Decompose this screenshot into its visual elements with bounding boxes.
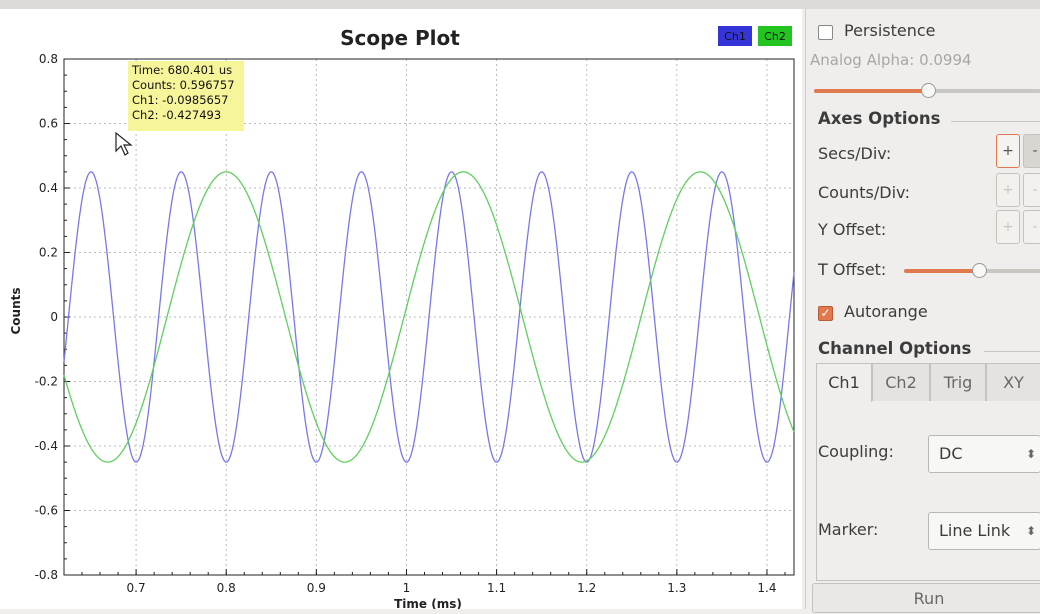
y-offset-plus-button[interactable]: + (996, 210, 1020, 244)
tooltip-time: Time: 680.401 us (132, 63, 233, 77)
legend-label-ch2: Ch2 (764, 30, 786, 43)
y-tick-label: 0.8 (39, 52, 58, 66)
x-tick-label: 1.4 (757, 581, 776, 595)
mouse-pointer-icon (115, 131, 133, 156)
scope-plot-area[interactable]: 0.7 0.8 0.9 1 1.1 1.2 1.3 1.4 0.8 0.6 0.4 0.2 0 -0.2 -… (0, 9, 802, 609)
minus-icon: - (1032, 219, 1038, 235)
tab-ch2[interactable]: Ch2 (872, 363, 930, 401)
plot-tooltip: Time: 680.401 us Counts: 0.596757 Ch1: -… (128, 61, 244, 131)
y-tick-label: 0.2 (39, 246, 58, 260)
channel-options-divider (984, 351, 1040, 352)
y-tick-label: -0.4 (35, 439, 58, 453)
minus-icon: - (1032, 143, 1038, 159)
x-tick-label: 1.1 (487, 581, 506, 595)
x-axis-label: Time (ms) (394, 597, 462, 609)
y-offset-label: Y Offset: (818, 220, 887, 239)
persistence-checkbox[interactable] (818, 25, 833, 40)
tab-xy[interactable]: XY (986, 363, 1040, 401)
plus-icon: + (1002, 219, 1014, 235)
plot-series (63, 171, 795, 463)
spin-arrows-icon: ⬍ (1025, 513, 1036, 549)
plot-title: Scope Plot (340, 26, 460, 50)
legend-swatch-ch2 (758, 26, 792, 46)
y-axis-label: Counts (9, 287, 23, 334)
x-tick-label: 1 (403, 581, 411, 595)
x-tick-label: 1.2 (577, 581, 596, 595)
y-tick-label: 0.6 (39, 117, 58, 131)
y-tick-label: -0.2 (35, 375, 58, 389)
tab-trig[interactable]: Trig (930, 363, 986, 401)
plus-icon: + (1002, 143, 1014, 159)
y-tick-label: -0.8 (35, 568, 58, 582)
analog-alpha-slider-fill (814, 89, 928, 93)
plus-icon: + (1002, 182, 1014, 198)
tooltip-ch2: Ch2: -0.427493 (132, 108, 222, 122)
control-panel: Persistence Analog Alpha: 0.0994 Axes Op… (805, 9, 1040, 613)
secs-div-plus-button[interactable]: + (996, 134, 1020, 168)
axis-ticks: 0.7 0.8 0.9 1 1.1 1.2 1.3 1.4 0.8 0.6 0.4 0.2 0 -0.2 -… (35, 52, 786, 595)
minus-icon: - (1032, 182, 1038, 198)
x-tick-label: 0.8 (217, 581, 236, 595)
scope-plot-svg[interactable]: 0.7 0.8 0.9 1 1.1 1.2 1.3 1.4 0.8 0.6 0.4 0.2 0 -0.2 -… (0, 9, 802, 609)
y-tick-label: -0.6 (35, 504, 58, 518)
legend-swatch-ch1 (718, 26, 752, 46)
x-tick-label: 0.7 (127, 581, 146, 595)
counts-div-label: Counts/Div: (818, 183, 910, 202)
tab-ch1[interactable]: Ch1 (816, 363, 872, 402)
t-offset-slider-fill (904, 269, 980, 273)
series-line-ch1 (63, 171, 795, 463)
window-top-strip (0, 0, 1040, 9)
marker-select[interactable]: Line Link ⬍ (928, 512, 1040, 550)
y-offset-minus-button[interactable]: - (1023, 210, 1040, 244)
tooltip-counts: Counts: 0.596757 (132, 78, 235, 92)
channel-options-heading: Channel Options (818, 339, 972, 358)
tooltip-ch1: Ch1: -0.0985657 (132, 93, 229, 107)
x-tick-label: 1.3 (667, 581, 686, 595)
legend-label-ch1: Ch1 (724, 30, 746, 43)
counts-div-plus-button[interactable]: + (996, 173, 1020, 207)
autorange-checkbox[interactable]: ✓ (818, 306, 833, 321)
counts-div-minus-button[interactable]: - (1023, 173, 1040, 207)
axes-options-heading: Axes Options (818, 109, 941, 128)
marker-select-value: Line Link (939, 521, 1011, 540)
coupling-select-value: DC (939, 444, 963, 463)
analog-alpha-slider-handle[interactable] (920, 83, 936, 98)
persistence-label: Persistence (844, 21, 936, 40)
secs-div-minus-button[interactable]: - (1023, 134, 1040, 168)
coupling-label: Coupling: (818, 442, 894, 461)
y-tick-label: 0.4 (39, 181, 58, 195)
analog-alpha-label: Analog Alpha: 0.0994 (810, 51, 972, 69)
marker-label: Marker: (818, 520, 879, 539)
channel-options-tab-panel (816, 399, 1040, 581)
spin-arrows-icon: ⬍ (1025, 447, 1036, 461)
t-offset-slider-handle[interactable] (972, 263, 988, 278)
t-offset-label: T Offset: (818, 260, 887, 279)
y-tick-label: 0 (50, 310, 58, 324)
autorange-label: Autorange (844, 302, 928, 321)
axes-options-divider (951, 121, 1040, 122)
checkmark-icon: ✓ (820, 306, 831, 320)
secs-div-label: Secs/Div: (818, 144, 892, 163)
series-line-ch2 (63, 171, 795, 463)
x-tick-label: 0.9 (307, 581, 326, 595)
coupling-select[interactable]: DC ⬍ (928, 435, 1040, 473)
